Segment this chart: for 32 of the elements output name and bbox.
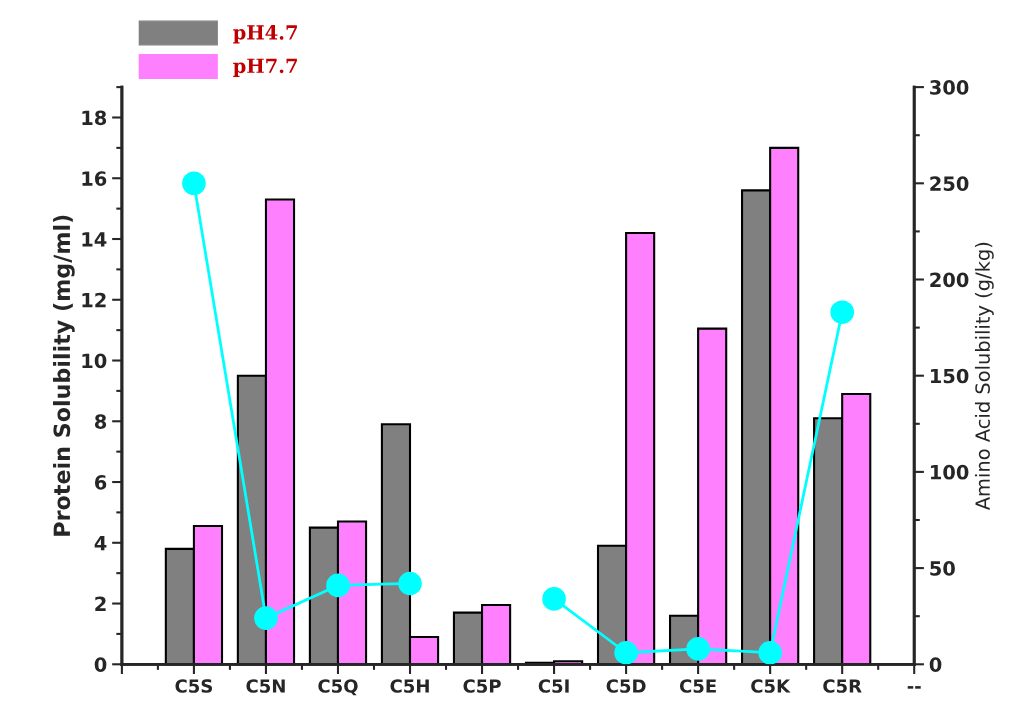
y2-tick-label: 200: [930, 272, 969, 288]
y-tick-label: 4: [94, 535, 107, 551]
y-tick-label: 18: [82, 110, 107, 126]
legend-label: pH4.7: [233, 24, 297, 44]
y-tick-label: 0: [94, 657, 107, 672]
x-tick-label: C5N: [246, 679, 285, 693]
y-tick-label: 14: [82, 232, 107, 247]
y-tick-label: 10: [82, 353, 107, 369]
y2-tick-label: 150: [930, 368, 969, 384]
x-tick-label: C5S: [175, 679, 213, 693]
x-tick-label: C5E: [679, 679, 716, 693]
x-tick-label: C5H: [390, 679, 429, 693]
y2-axis-title: Amino Acid Solubility (g/kg): [974, 242, 994, 511]
x-tick-label: C5D: [606, 679, 646, 693]
x-tick-label: C5R: [823, 679, 862, 693]
y-tick-label: 12: [82, 292, 106, 308]
y2-tick-label: 300: [930, 80, 969, 95]
x-tick-label: C5Q: [318, 679, 358, 696]
x-tick-label: C5K: [751, 679, 791, 693]
x-tick-label: C5P: [463, 679, 501, 693]
y2-tick-label: 0: [929, 657, 942, 672]
x-tick-label: --: [907, 686, 921, 689]
legend-label: pH7.7: [233, 58, 297, 77]
y2-tick-label: 50: [930, 561, 955, 576]
y2-tick-label: 250: [930, 176, 969, 191]
y-axis-title: Protein Solubility (mg/ml): [53, 215, 75, 536]
y2-tick-label: 100: [930, 464, 969, 480]
y-tick-label: 6: [94, 475, 107, 490]
y-tick-label: 16: [82, 171, 107, 186]
x-tick-label: C5I: [538, 679, 569, 693]
y-tick-label: 8: [94, 414, 107, 429]
y-tick-label: 2: [95, 596, 106, 611]
